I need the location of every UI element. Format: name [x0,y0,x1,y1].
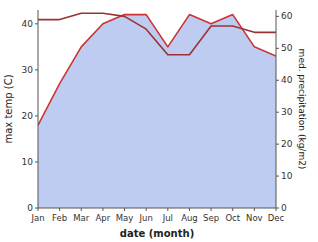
y2-tick-label: 60 [281,11,293,21]
x-tick [102,208,103,211]
x-tick [81,208,82,211]
x-tick-label: May [116,213,134,223]
x-tick-label: Aug [181,213,198,223]
x-tick-label: Dec [268,213,285,223]
line [38,13,276,55]
x-tick [189,208,190,211]
y-tick [35,115,38,116]
y-tick-label: 0 [27,203,33,213]
x-tick [211,208,212,211]
area [38,15,276,208]
y2-tick-label: 20 [281,139,293,149]
x-tick [167,208,168,211]
x-tick-label: Jul [162,213,173,223]
x-tick [124,208,125,211]
y2-tick [276,176,279,177]
y2-tick [276,48,279,49]
background [0,0,318,242]
y2-tick [276,16,279,17]
y2-tick [276,80,279,81]
y-axis-label: max temp (C) [3,74,14,143]
x-tick [146,208,147,211]
y-tick-label: 20 [22,111,34,121]
x-tick-label: Apr [96,213,111,223]
x-tick-label: Jan [30,213,44,223]
x-tick-label: Nov [246,213,263,223]
x-tick-label: Sep [203,213,219,223]
x-axis-label: date (month) [120,228,194,239]
x-tick-label: Oct [225,213,240,223]
y-tick [35,161,38,162]
y2-tick [276,112,279,113]
chart: 0 10 20 30 40 0 10 20 30 40 50 60 Jan Feb Mar Apr May Jun… [0,0,318,242]
y2-tick-label: 50 [281,43,293,53]
x-axis-line [38,208,276,209]
y2-axis-label: med. precipitation (kg/m2) [297,49,307,170]
y-tick [35,69,38,70]
line [38,15,276,126]
y-tick-label: 40 [22,19,34,29]
y2-tick-label: 40 [281,75,293,85]
x-tick [254,208,255,211]
y-tick-label: 30 [22,65,34,75]
x-tick [59,208,60,211]
y2-tick-label: 30 [281,107,293,117]
x-tick-label: Mar [73,213,90,223]
x-tick [38,208,39,211]
y2-axis-line [276,10,277,208]
y-axis-line [38,10,39,208]
x-tick-label: Jun [139,213,153,223]
y-tick [35,23,38,24]
plot-area [38,13,276,208]
y-tick-label: 10 [22,157,34,167]
y2-tick [276,144,279,145]
x-tick [276,208,277,211]
x-tick-label: Feb [52,213,67,223]
y2-tick-label: 0 [281,203,287,213]
y2-tick-label: 10 [281,171,293,181]
x-tick [232,208,233,211]
